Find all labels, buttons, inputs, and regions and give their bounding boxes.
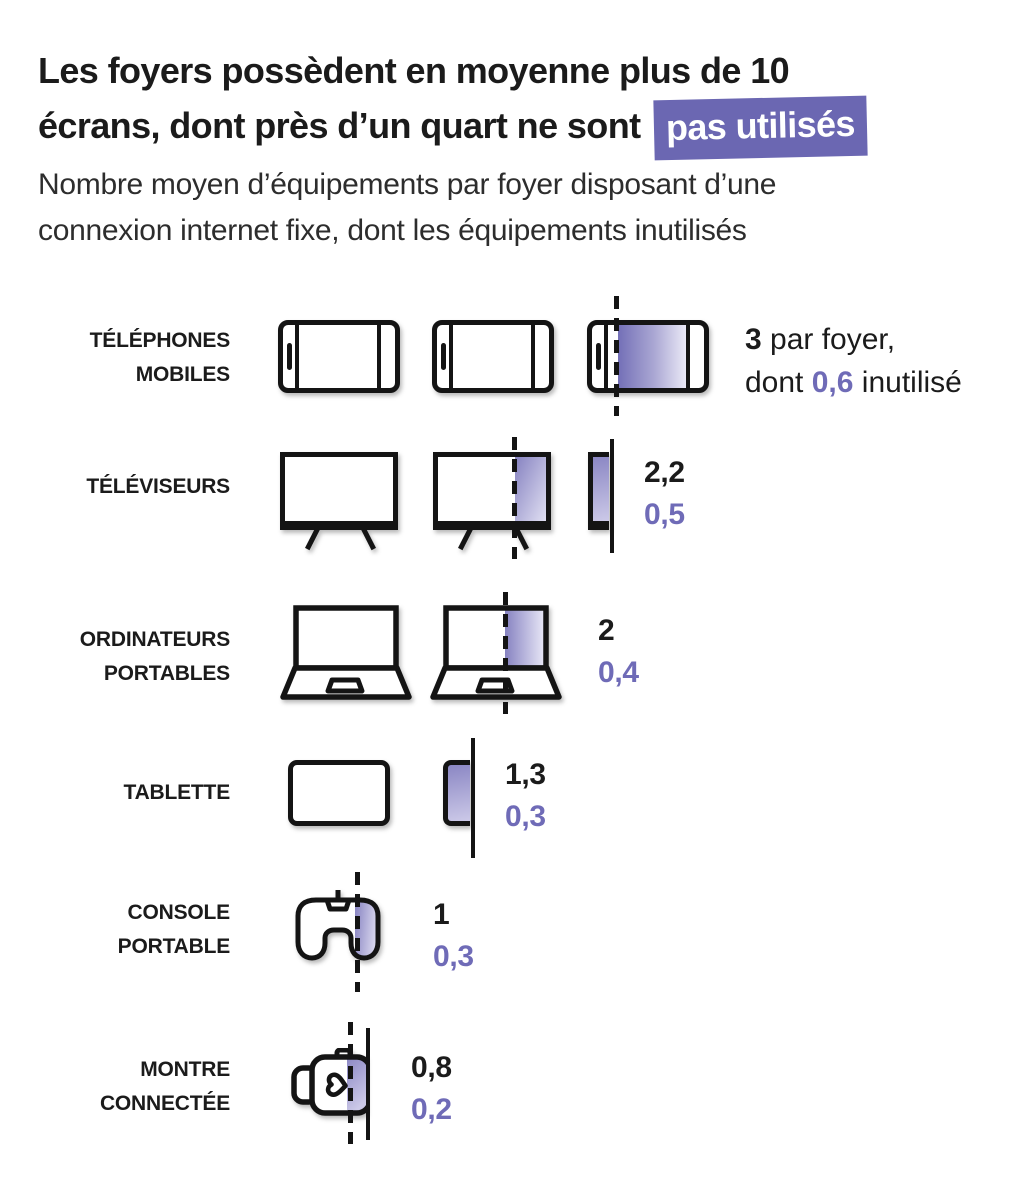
phone-bezel-line (295, 325, 299, 388)
laptop-icon-partially-unused (430, 605, 562, 700)
row-label-ordinateurs-portables: ORDINATEURS PORTABLES (38, 623, 230, 691)
phone-speaker-mark (596, 343, 601, 370)
unused-value: 0,5 (644, 498, 685, 531)
tablet-icon (288, 760, 390, 826)
total-cut-line (471, 738, 475, 858)
phone-icon-partially-unused (587, 320, 709, 393)
label-line: MOBILES (135, 363, 230, 386)
label-line: MONTRE (140, 1058, 230, 1081)
row-label-televiseurs: TÉLÉVISEURS (38, 470, 230, 504)
unused-share-fill (618, 325, 690, 388)
label-line: CONSOLE (127, 901, 231, 924)
title-line-2: écrans, dont près d’un quart ne sont pas… (38, 95, 868, 161)
unused-threshold-dashed-line (355, 872, 360, 992)
gamepad-icon-partially-unused (295, 890, 381, 961)
annotation-line-2: dont 0,6 inutilisé (745, 366, 962, 399)
title-line-2-text: écrans, dont près d’un quart ne sont (38, 105, 641, 146)
unused-value: 0,3 (433, 940, 474, 973)
total-value: 3 (745, 323, 762, 356)
laptop-icon (280, 605, 412, 700)
phone-speaker-mark (441, 343, 446, 370)
label-line: CONNECTÉE (99, 1092, 230, 1115)
tv-leg (458, 523, 475, 551)
unused-value: 0,3 (505, 800, 546, 833)
unused-value: 0,6 (811, 366, 854, 399)
label-line: TÉLÉPHONES (89, 329, 231, 352)
annotation-line-1: 3 par foyer, (745, 323, 896, 356)
unused-threshold-dashed-line (503, 592, 508, 714)
row-label-montre-connectee: MONTRE CONNECTÉE (38, 1053, 230, 1121)
label-line: ORDINATEURS (79, 628, 230, 651)
unused-share-fill (355, 900, 378, 958)
row-label-console-portable: CONSOLE PORTABLE (38, 896, 231, 964)
tablet-fraction-icon-unused (443, 760, 470, 826)
heart-glyph (325, 1072, 348, 1098)
label-line: TABLETTE (123, 781, 231, 804)
phone-speaker-mark (287, 343, 292, 370)
unused-threshold-dashed-line (512, 437, 517, 559)
label-line: TÉLÉVISEURS (86, 475, 230, 498)
row-annotation: 3 par foyer, dont 0,6 inutilisé (745, 318, 962, 404)
phone-bezel-line (377, 325, 381, 388)
smartwatch-icon-partially-unused (291, 1048, 366, 1116)
phone-bezel-line (531, 325, 535, 388)
unused-threshold-dashed-line (348, 1022, 353, 1144)
tv-leg (305, 523, 322, 551)
subtitle-line-1: Nombre moyen d’équipements par foyer dis… (38, 168, 777, 201)
total-value: 1,3 (505, 758, 546, 791)
phone-bezel-line (604, 325, 608, 388)
row-label-tablette: TABLETTE (38, 776, 231, 810)
label-line: PORTABLE (117, 935, 231, 958)
unused-value: 0,2 (411, 1093, 452, 1126)
unused-value: 0,4 (598, 656, 639, 689)
tv-fraction-icon-unused (588, 452, 609, 530)
tv-icon (280, 452, 398, 551)
total-value: 1 (433, 898, 450, 931)
total-value: 0,8 (411, 1051, 452, 1084)
tv-leg (359, 523, 376, 551)
total-value: 2 (598, 614, 615, 647)
total-cut-line (366, 1028, 370, 1140)
chart-title: Les foyers possèdent en moyenne plus de … (38, 44, 868, 161)
unused-share-fill (515, 457, 546, 521)
title-line-1: Les foyers possèdent en moyenne plus de … (38, 50, 790, 91)
chart-subtitle: Nombre moyen d’équipements par foyer dis… (38, 162, 776, 254)
phone-bezel-line (449, 325, 453, 388)
phone-icon (278, 320, 400, 393)
phone-bezel-line (686, 325, 690, 388)
tv-icon-partially-unused (433, 452, 551, 551)
total-cut-line (610, 439, 614, 553)
label-line: PORTABLES (103, 662, 230, 685)
phone-icon (432, 320, 554, 393)
total-value: 2,2 (644, 456, 685, 489)
unused-share-fill (505, 610, 544, 666)
highlighted-phrase: pas utilisés (653, 95, 868, 161)
row-label-telephones-mobiles: TÉLÉPHONES MOBILES (38, 324, 231, 392)
subtitle-line-2: connexion internet fixe, dont les équipe… (38, 214, 747, 247)
unused-threshold-dashed-line (614, 296, 619, 416)
